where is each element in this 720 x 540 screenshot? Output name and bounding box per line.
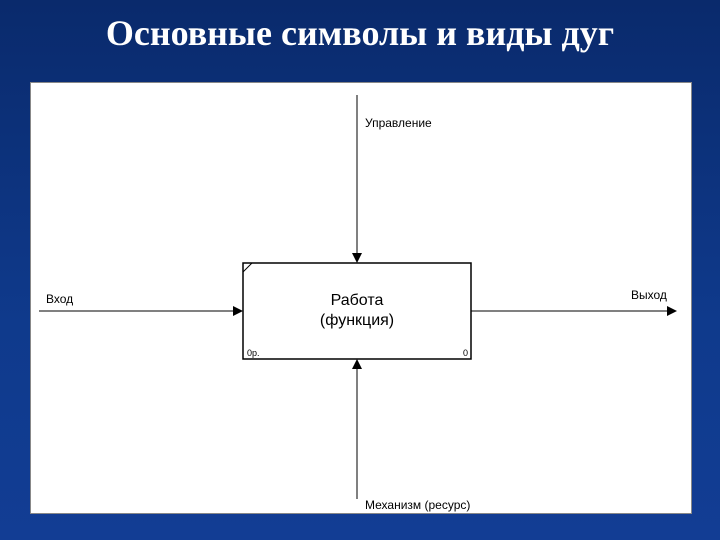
slide: Основные символы и виды дуг Работа (функ… (0, 0, 720, 540)
arrow-input-head (233, 306, 243, 316)
slide-title: Основные символы и виды дуг (0, 12, 720, 54)
label-output: Выход (631, 288, 667, 302)
diagram-canvas: Работа (функция) 0р. 0 Управление Вход В… (30, 82, 692, 514)
arrow-mechanism-head (352, 359, 362, 369)
label-mechanism: Механизм (ресурс) (365, 498, 470, 512)
arrow-output-head (667, 306, 677, 316)
arrow-control-head (352, 253, 362, 263)
function-label-line1: Работа (331, 292, 384, 309)
idef0-diagram: Работа (функция) 0р. 0 Управление Вход В… (31, 83, 691, 513)
label-input: Вход (46, 292, 73, 306)
function-label-line2: (функция) (320, 312, 394, 329)
function-box (243, 263, 471, 359)
box-bottom-left-text: 0р. (247, 348, 260, 358)
label-control: Управление (365, 116, 432, 130)
box-bottom-right-text: 0 (463, 348, 468, 358)
